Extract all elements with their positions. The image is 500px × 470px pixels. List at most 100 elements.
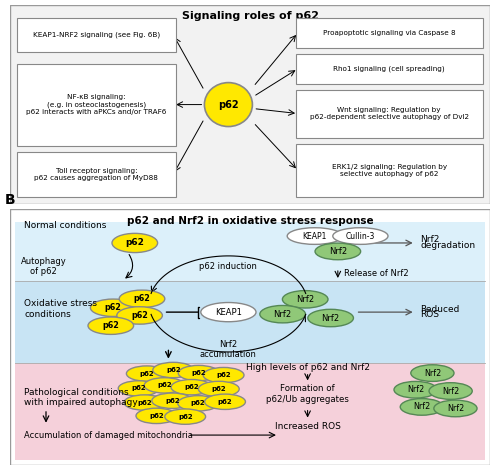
Text: Nrf2: Nrf2 <box>424 368 441 377</box>
Text: Nrf2: Nrf2 <box>420 235 440 244</box>
Ellipse shape <box>201 303 256 322</box>
Text: Nrf2: Nrf2 <box>296 295 314 304</box>
Ellipse shape <box>126 366 167 381</box>
Text: Oxidative stress
conditions: Oxidative stress conditions <box>24 299 98 319</box>
Ellipse shape <box>118 381 159 396</box>
Text: p62: p62 <box>184 384 199 390</box>
Text: Normal conditions: Normal conditions <box>24 221 107 230</box>
Text: p62: p62 <box>131 311 148 320</box>
Text: Toll receptor signaling:
p62 causes aggregation of MyD88: Toll receptor signaling: p62 causes aggr… <box>34 168 158 181</box>
Text: Autophagy
of p62: Autophagy of p62 <box>20 257 66 276</box>
Ellipse shape <box>260 306 306 323</box>
Text: Increased ROS: Increased ROS <box>274 422 340 431</box>
Ellipse shape <box>204 394 246 409</box>
Text: High levels of p62 and Nrf2: High levels of p62 and Nrf2 <box>246 363 370 372</box>
Text: p62: p62 <box>191 400 206 406</box>
Ellipse shape <box>144 378 185 393</box>
Text: p62: p62 <box>149 413 164 419</box>
Text: p62: p62 <box>192 370 206 376</box>
Text: A: A <box>5 0 16 3</box>
Ellipse shape <box>178 396 218 411</box>
Ellipse shape <box>198 381 239 397</box>
Ellipse shape <box>119 290 165 307</box>
Ellipse shape <box>204 83 252 126</box>
Text: Cullin-3: Cullin-3 <box>346 232 375 241</box>
FancyBboxPatch shape <box>296 143 483 197</box>
Ellipse shape <box>400 399 444 415</box>
Ellipse shape <box>90 299 136 316</box>
FancyBboxPatch shape <box>15 363 485 460</box>
Ellipse shape <box>203 368 244 383</box>
Text: Nrf2: Nrf2 <box>274 310 291 319</box>
Ellipse shape <box>171 379 212 395</box>
Text: Nrf2: Nrf2 <box>442 386 460 396</box>
Text: p62: p62 <box>178 414 192 420</box>
Text: Nrf2: Nrf2 <box>447 404 464 413</box>
Text: p62: p62 <box>165 398 180 404</box>
Ellipse shape <box>308 309 354 327</box>
Text: ROS: ROS <box>420 310 440 319</box>
Text: p62: p62 <box>218 399 232 405</box>
Ellipse shape <box>88 317 134 335</box>
Text: Pathological conditions
with impaired autophagy: Pathological conditions with impaired au… <box>24 388 138 407</box>
Ellipse shape <box>153 362 194 378</box>
FancyBboxPatch shape <box>10 209 490 465</box>
Text: Nrf2: Nrf2 <box>413 402 430 411</box>
Ellipse shape <box>434 400 477 417</box>
Text: Wnt signaling: Regulation by
p62-dependent selective autophagy of Dvl2: Wnt signaling: Regulation by p62-depende… <box>310 107 469 120</box>
FancyBboxPatch shape <box>17 151 175 197</box>
Ellipse shape <box>287 228 343 244</box>
Ellipse shape <box>429 383 472 400</box>
Text: p62: p62 <box>166 367 180 373</box>
Text: p62: p62 <box>218 100 238 110</box>
Text: degradation: degradation <box>420 241 476 250</box>
Text: p62: p62 <box>126 238 144 248</box>
Text: Proapoptotic signaling via Caspase 8: Proapoptotic signaling via Caspase 8 <box>323 30 456 36</box>
Text: p62: p62 <box>212 386 226 392</box>
Ellipse shape <box>178 365 219 381</box>
FancyBboxPatch shape <box>296 54 483 84</box>
Text: p62: p62 <box>137 400 152 406</box>
Text: p62: p62 <box>132 385 146 392</box>
FancyBboxPatch shape <box>15 281 485 363</box>
Text: p62: p62 <box>140 371 154 376</box>
Text: p62: p62 <box>102 321 119 330</box>
Text: KEAP1-NRF2 signaling (see Fig. 6B): KEAP1-NRF2 signaling (see Fig. 6B) <box>33 31 160 38</box>
Ellipse shape <box>152 393 192 408</box>
Ellipse shape <box>165 409 205 424</box>
Text: Accumulation of damaged mitochondria: Accumulation of damaged mitochondria <box>24 431 194 440</box>
FancyBboxPatch shape <box>296 18 483 47</box>
Ellipse shape <box>333 228 388 244</box>
Text: Nrf2: Nrf2 <box>329 247 347 256</box>
Ellipse shape <box>136 408 177 423</box>
Text: p62 and Nrf2 in oxidative stress response: p62 and Nrf2 in oxidative stress respons… <box>126 216 374 226</box>
Text: Rho1 signaling (cell spreading): Rho1 signaling (cell spreading) <box>334 65 445 72</box>
Text: Nrf2: Nrf2 <box>322 313 340 322</box>
FancyBboxPatch shape <box>17 63 175 146</box>
Ellipse shape <box>112 234 158 252</box>
Text: p62: p62 <box>216 372 231 378</box>
Text: KEAP1: KEAP1 <box>215 308 242 317</box>
Ellipse shape <box>411 365 454 382</box>
Text: p62: p62 <box>157 383 172 388</box>
FancyBboxPatch shape <box>10 5 490 204</box>
Text: p62: p62 <box>134 294 150 303</box>
Text: Nrf2: Nrf2 <box>407 385 424 394</box>
Ellipse shape <box>315 243 360 260</box>
Ellipse shape <box>124 395 165 410</box>
Ellipse shape <box>394 382 437 398</box>
FancyBboxPatch shape <box>17 18 175 52</box>
Ellipse shape <box>282 290 328 308</box>
Text: B: B <box>5 193 16 207</box>
Text: KEAP1: KEAP1 <box>302 232 327 241</box>
Text: NF-κB signaling:
(e.g. in osteoclastogenesis)
p62 interacts with aPKCs and/or TR: NF-κB signaling: (e.g. in osteoclastogen… <box>26 94 166 115</box>
Text: Formation of
p62/Ub aggregates: Formation of p62/Ub aggregates <box>266 384 349 404</box>
FancyBboxPatch shape <box>15 222 485 281</box>
Text: Nrf2
accumulation: Nrf2 accumulation <box>200 340 257 359</box>
Text: Reduced: Reduced <box>420 305 460 313</box>
FancyBboxPatch shape <box>296 90 483 138</box>
Text: p62 induction: p62 induction <box>200 262 258 271</box>
Text: Signaling roles of p62: Signaling roles of p62 <box>182 11 318 21</box>
Text: Release of Nrf2: Release of Nrf2 <box>344 269 408 278</box>
Text: ERK1/2 signaling: Regulation by
selective autophagy of p62: ERK1/2 signaling: Regulation by selectiv… <box>332 164 447 177</box>
